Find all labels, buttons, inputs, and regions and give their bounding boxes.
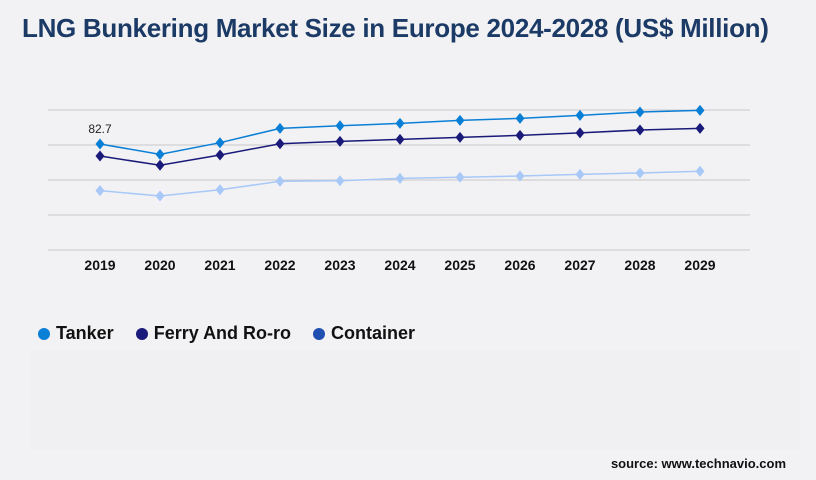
data-point xyxy=(215,184,225,196)
data-point xyxy=(395,117,405,129)
x-tick-label: 2023 xyxy=(324,257,355,273)
data-point xyxy=(395,133,405,145)
data-point xyxy=(695,104,705,116)
data-point xyxy=(335,120,345,132)
legend-item[interactable]: Tanker xyxy=(38,323,114,344)
plot-area: 2019 2020 2021 2022 2023 2024 2025 2026 2027 2028… xyxy=(48,104,750,273)
data-point xyxy=(575,168,585,180)
legend: Tanker Ferry And Ro-ro Container xyxy=(38,323,415,344)
data-point xyxy=(155,148,165,160)
data-point xyxy=(155,159,165,171)
legend-item[interactable]: Ferry And Ro-ro xyxy=(135,323,292,344)
legend-label: Tanker xyxy=(56,323,114,343)
data-point xyxy=(695,165,705,177)
x-tick-label: 2022 xyxy=(264,257,295,273)
data-point xyxy=(455,114,465,126)
legend-label: Container xyxy=(331,323,416,343)
legend-label: Ferry And Ro-ro xyxy=(153,323,292,343)
data-point xyxy=(95,150,105,162)
data-point xyxy=(635,124,645,136)
x-tick-label: 2026 xyxy=(504,257,535,273)
x-tick-label: 2021 xyxy=(204,257,235,273)
legend-background xyxy=(30,350,800,450)
data-point xyxy=(635,167,645,179)
source-text: source: www.technavio.com xyxy=(610,456,786,471)
data-point xyxy=(635,106,645,118)
data-point xyxy=(515,170,525,182)
data-point xyxy=(155,190,165,202)
series-line-0 xyxy=(99,109,701,156)
data-point xyxy=(395,172,405,184)
data-point xyxy=(95,138,105,150)
x-tick-label: 2024 xyxy=(384,257,415,273)
data-point xyxy=(515,112,525,124)
data-point xyxy=(515,129,525,141)
x-tick-label: 2029 xyxy=(684,257,715,273)
data-point xyxy=(455,171,465,183)
data-point xyxy=(95,185,105,197)
data-point xyxy=(215,137,225,149)
data-point xyxy=(215,149,225,161)
chart-title: LNG Bunkering Market Size in Europe 2024… xyxy=(22,13,769,43)
x-tick-label: 2027 xyxy=(564,257,595,273)
data-label: 82.7 xyxy=(88,122,112,136)
legend-item[interactable]: Container xyxy=(313,323,415,344)
data-point xyxy=(455,131,465,143)
data-point xyxy=(275,122,285,134)
legend-marker-icon xyxy=(38,327,50,340)
data-point xyxy=(335,175,345,187)
data-point xyxy=(575,127,585,139)
data-point xyxy=(275,138,285,150)
data-point xyxy=(695,122,705,134)
legend-marker-icon xyxy=(313,327,326,340)
data-point xyxy=(275,175,285,187)
legend-marker-icon xyxy=(135,327,148,340)
x-tick-label: 2020 xyxy=(144,257,175,273)
data-point xyxy=(575,109,585,121)
x-tick-label: 2019 xyxy=(84,257,115,273)
x-tick-label: 2025 xyxy=(444,257,475,273)
x-tick-label: 2028 xyxy=(624,257,655,273)
data-point xyxy=(335,135,345,147)
